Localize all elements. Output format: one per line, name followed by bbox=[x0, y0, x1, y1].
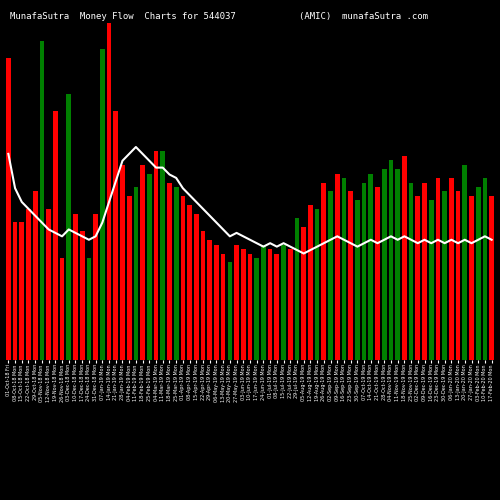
Bar bbox=[127, 196, 132, 360]
Bar bbox=[208, 240, 212, 360]
Bar bbox=[106, 22, 112, 360]
Bar bbox=[66, 94, 71, 360]
Bar bbox=[355, 200, 360, 360]
Bar bbox=[140, 165, 145, 360]
Bar bbox=[134, 187, 138, 360]
Bar bbox=[469, 196, 474, 360]
Bar bbox=[214, 244, 219, 360]
Bar bbox=[221, 254, 226, 360]
Bar bbox=[261, 244, 266, 360]
Bar bbox=[449, 178, 454, 360]
Bar bbox=[302, 227, 306, 360]
Bar bbox=[281, 244, 286, 360]
Bar bbox=[362, 182, 366, 360]
Bar bbox=[308, 204, 313, 360]
Bar bbox=[396, 169, 400, 360]
Bar bbox=[167, 182, 172, 360]
Bar bbox=[288, 249, 292, 360]
Bar bbox=[234, 244, 239, 360]
Bar bbox=[482, 178, 488, 360]
Bar bbox=[53, 112, 58, 360]
Bar bbox=[174, 187, 178, 360]
Bar bbox=[20, 222, 24, 360]
Bar bbox=[248, 254, 252, 360]
Bar bbox=[60, 258, 64, 360]
Bar bbox=[456, 192, 460, 360]
Bar bbox=[40, 40, 44, 360]
Bar bbox=[120, 165, 125, 360]
Bar bbox=[416, 196, 420, 360]
Bar bbox=[187, 204, 192, 360]
Bar bbox=[241, 249, 246, 360]
Bar bbox=[490, 196, 494, 360]
Bar bbox=[26, 209, 31, 360]
Bar bbox=[147, 174, 152, 360]
Bar bbox=[348, 192, 353, 360]
Bar bbox=[462, 165, 467, 360]
Bar bbox=[194, 214, 198, 360]
Bar bbox=[160, 152, 165, 360]
Text: (AMIC)  munafaSutra .com: (AMIC) munafaSutra .com bbox=[299, 12, 428, 21]
Bar bbox=[46, 209, 51, 360]
Bar bbox=[335, 174, 340, 360]
Bar bbox=[12, 222, 18, 360]
Bar bbox=[368, 174, 373, 360]
Bar bbox=[322, 182, 326, 360]
Bar bbox=[402, 156, 406, 360]
Bar bbox=[100, 50, 104, 360]
Bar bbox=[6, 58, 10, 360]
Bar bbox=[388, 160, 394, 360]
Bar bbox=[80, 232, 84, 360]
Bar bbox=[268, 249, 272, 360]
Bar bbox=[114, 112, 118, 360]
Bar bbox=[422, 182, 427, 360]
Bar bbox=[33, 192, 38, 360]
Bar bbox=[294, 218, 300, 360]
Bar bbox=[442, 192, 447, 360]
Bar bbox=[408, 182, 414, 360]
Bar bbox=[94, 214, 98, 360]
Bar bbox=[73, 214, 78, 360]
Bar bbox=[228, 262, 232, 360]
Bar bbox=[315, 209, 320, 360]
Bar bbox=[154, 152, 158, 360]
Bar bbox=[86, 258, 92, 360]
Text: MunafaSutra  Money Flow  Charts for 544037: MunafaSutra Money Flow Charts for 544037 bbox=[10, 12, 235, 21]
Bar bbox=[436, 178, 440, 360]
Bar bbox=[342, 178, 346, 360]
Bar bbox=[254, 258, 259, 360]
Bar bbox=[375, 187, 380, 360]
Bar bbox=[274, 254, 279, 360]
Bar bbox=[476, 187, 480, 360]
Bar bbox=[200, 232, 205, 360]
Bar bbox=[180, 196, 185, 360]
Bar bbox=[328, 192, 333, 360]
Bar bbox=[382, 169, 386, 360]
Bar bbox=[429, 200, 434, 360]
